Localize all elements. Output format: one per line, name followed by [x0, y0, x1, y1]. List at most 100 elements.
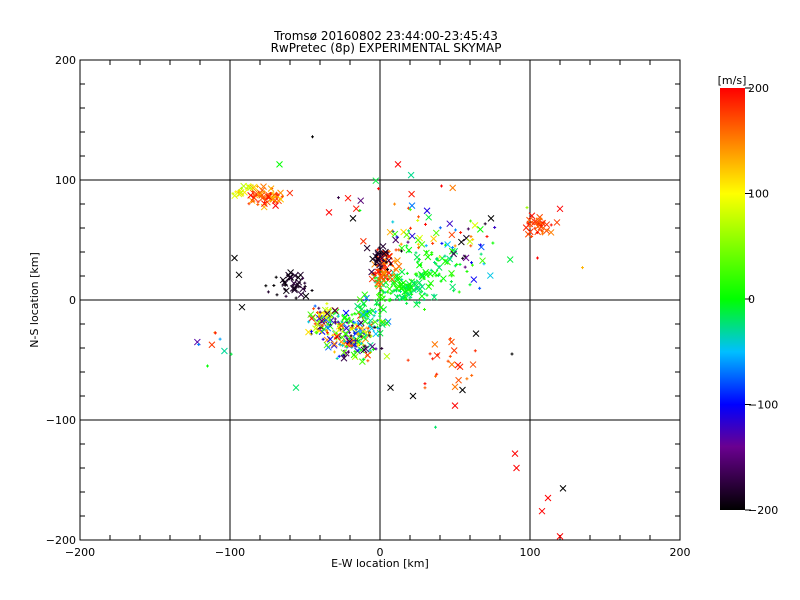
data-point	[452, 289, 456, 293]
data-point	[455, 376, 462, 384]
data-point	[351, 353, 359, 361]
data-point	[287, 277, 291, 281]
data-point	[522, 224, 530, 232]
data-point	[342, 354, 346, 358]
data-point	[303, 281, 307, 285]
data-point	[446, 359, 450, 363]
data-point	[334, 331, 338, 335]
data-point	[272, 202, 279, 209]
data-point	[250, 183, 258, 191]
data-point	[405, 301, 409, 305]
data-point	[305, 328, 312, 336]
data-point	[430, 293, 438, 301]
data-point	[393, 268, 397, 272]
data-point	[384, 274, 388, 278]
data-point	[307, 320, 311, 324]
data-point	[363, 294, 370, 302]
data-point	[528, 225, 532, 229]
data-point	[428, 352, 432, 356]
data-point	[357, 319, 365, 327]
data-point	[379, 321, 386, 329]
data-point	[581, 266, 584, 270]
data-point	[325, 328, 329, 332]
data-point	[366, 327, 370, 331]
x-tick-label-2: 0	[377, 546, 384, 559]
data-point	[450, 347, 458, 354]
data-point	[292, 384, 300, 391]
y-tick-label-4: 200	[55, 54, 76, 67]
data-point	[487, 215, 495, 222]
data-point	[472, 330, 480, 337]
data-point	[415, 272, 419, 276]
data-point	[423, 292, 427, 296]
data-point	[446, 255, 454, 263]
data-point	[365, 309, 369, 313]
data-point	[506, 256, 514, 263]
data-point	[531, 218, 539, 226]
data-point	[392, 273, 396, 277]
data-point	[350, 327, 354, 331]
colorbar-tick-label-0: 200	[748, 82, 769, 95]
data-point	[408, 208, 412, 212]
data-point	[376, 187, 380, 191]
data-point	[394, 161, 402, 168]
data-point	[449, 184, 457, 192]
data-point	[431, 341, 439, 348]
data-point	[376, 329, 384, 337]
data-point	[333, 333, 341, 340]
data-point	[439, 279, 443, 283]
data-point	[450, 274, 454, 278]
data-point	[406, 292, 410, 296]
data-point	[322, 316, 330, 324]
data-point	[341, 344, 345, 348]
data-point	[338, 342, 342, 346]
data-point	[398, 281, 402, 285]
data-point	[353, 339, 357, 343]
data-point	[413, 285, 421, 293]
data-point	[378, 255, 386, 262]
data-point	[357, 343, 361, 347]
data-point	[358, 330, 362, 334]
data-point	[456, 363, 464, 371]
data-point	[349, 215, 357, 222]
data-point	[235, 271, 243, 279]
data-point	[302, 292, 310, 300]
data-point	[459, 386, 466, 394]
data-point	[419, 290, 423, 294]
data-point	[380, 346, 384, 350]
data-point	[237, 189, 245, 196]
data-point	[318, 317, 326, 325]
data-point	[375, 293, 383, 301]
data-point	[326, 322, 330, 326]
data-point	[491, 241, 495, 245]
data-point	[401, 295, 405, 299]
data-point	[408, 226, 412, 230]
data-point	[461, 256, 465, 260]
data-point	[341, 313, 349, 321]
data-point	[340, 349, 348, 356]
data-point	[361, 357, 365, 361]
data-point	[444, 241, 451, 248]
data-point	[377, 246, 381, 250]
data-point	[443, 254, 447, 258]
data-point	[360, 300, 368, 307]
data-point	[407, 171, 415, 179]
data-point	[323, 341, 331, 349]
data-point	[369, 343, 376, 350]
data-point	[378, 311, 382, 315]
data-point	[379, 243, 387, 250]
data-point	[330, 341, 338, 349]
data-point	[434, 374, 438, 378]
data-point	[301, 276, 305, 280]
data-point	[206, 364, 209, 368]
y-tick-label-0: −200	[46, 534, 76, 547]
data-point	[376, 261, 383, 269]
data-point	[448, 231, 456, 239]
data-point	[418, 240, 426, 248]
data-point	[256, 184, 260, 188]
data-point	[543, 221, 551, 228]
data-point	[345, 345, 349, 349]
data-point	[399, 242, 403, 246]
data-point	[258, 194, 266, 202]
data-point	[335, 323, 343, 330]
